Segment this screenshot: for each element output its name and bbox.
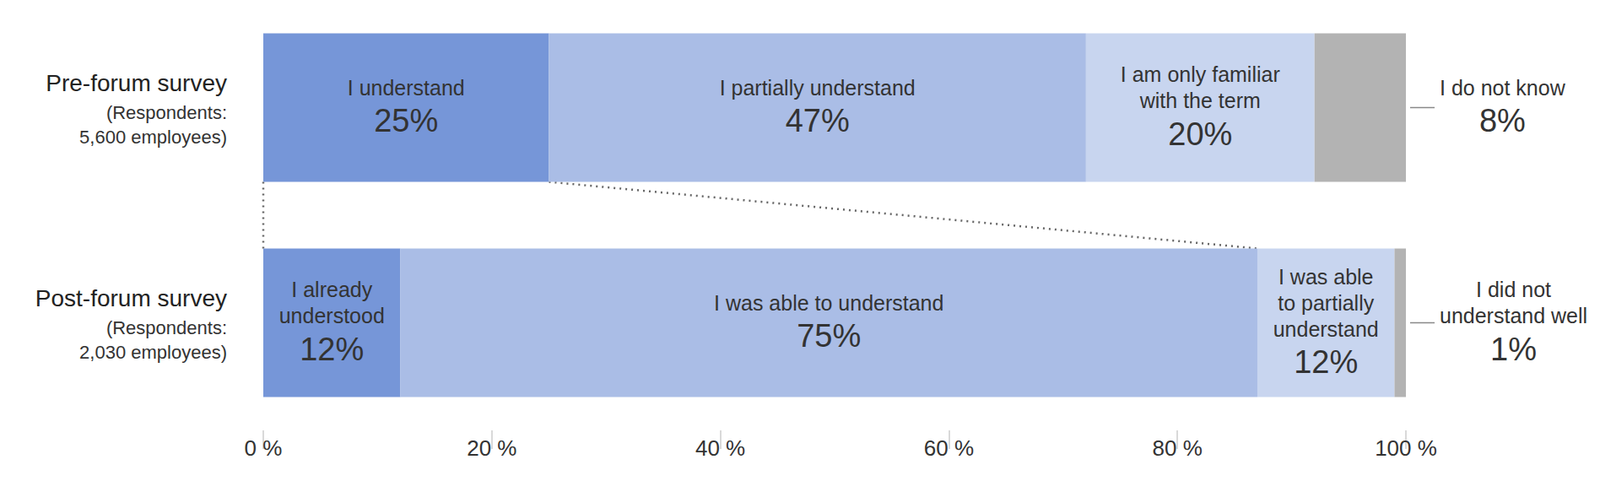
svg-text:understand: understand	[1273, 317, 1379, 341]
svg-text:47%: 47%	[785, 102, 850, 139]
svg-text:understood: understood	[279, 303, 385, 328]
svg-text:I was able: I was able	[1278, 264, 1374, 289]
svg-text:5,600 employees): 5,600 employees)	[79, 126, 228, 148]
svg-text:0 %: 0 %	[244, 435, 283, 461]
svg-text:to partially: to partially	[1277, 291, 1374, 315]
svg-text:I already: I already	[291, 277, 373, 302]
svg-text:80 %: 80 %	[1152, 435, 1203, 461]
svg-text:100 %: 100 %	[1374, 435, 1438, 461]
svg-text:20 %: 20 %	[466, 435, 517, 461]
svg-text:with the term: with the term	[1139, 88, 1261, 113]
svg-text:I did not: I did not	[1475, 277, 1552, 302]
svg-text:I understand: I understand	[347, 75, 465, 100]
svg-text:8%: 8%	[1479, 102, 1526, 139]
svg-text:(Respondents:: (Respondents:	[106, 317, 228, 339]
svg-text:I am only familiar: I am only familiar	[1120, 62, 1281, 87]
svg-text:Pre-forum survey: Pre-forum survey	[45, 70, 228, 97]
svg-text:I do not know: I do not know	[1439, 75, 1567, 100]
svg-text:25%: 25%	[373, 102, 438, 139]
svg-text:I partially understand: I partially understand	[719, 75, 916, 100]
svg-text:12%: 12%	[1293, 344, 1358, 380]
svg-text:75%: 75%	[796, 318, 861, 354]
svg-text:(Respondents:: (Respondents:	[106, 102, 228, 124]
svg-text:20%: 20%	[1167, 116, 1233, 152]
svg-text:40 %: 40 %	[695, 435, 746, 461]
svg-text:understand well: understand well	[1439, 303, 1588, 328]
svg-text:12%: 12%	[299, 331, 364, 368]
svg-text:1%: 1%	[1490, 331, 1537, 368]
svg-text:Post-forum survey: Post-forum survey	[35, 285, 228, 312]
svg-text:I was able to understand: I was able to understand	[713, 291, 944, 315]
svg-text:60 %: 60 %	[924, 435, 974, 461]
svg-text:2,030 employees): 2,030 employees)	[79, 341, 228, 363]
